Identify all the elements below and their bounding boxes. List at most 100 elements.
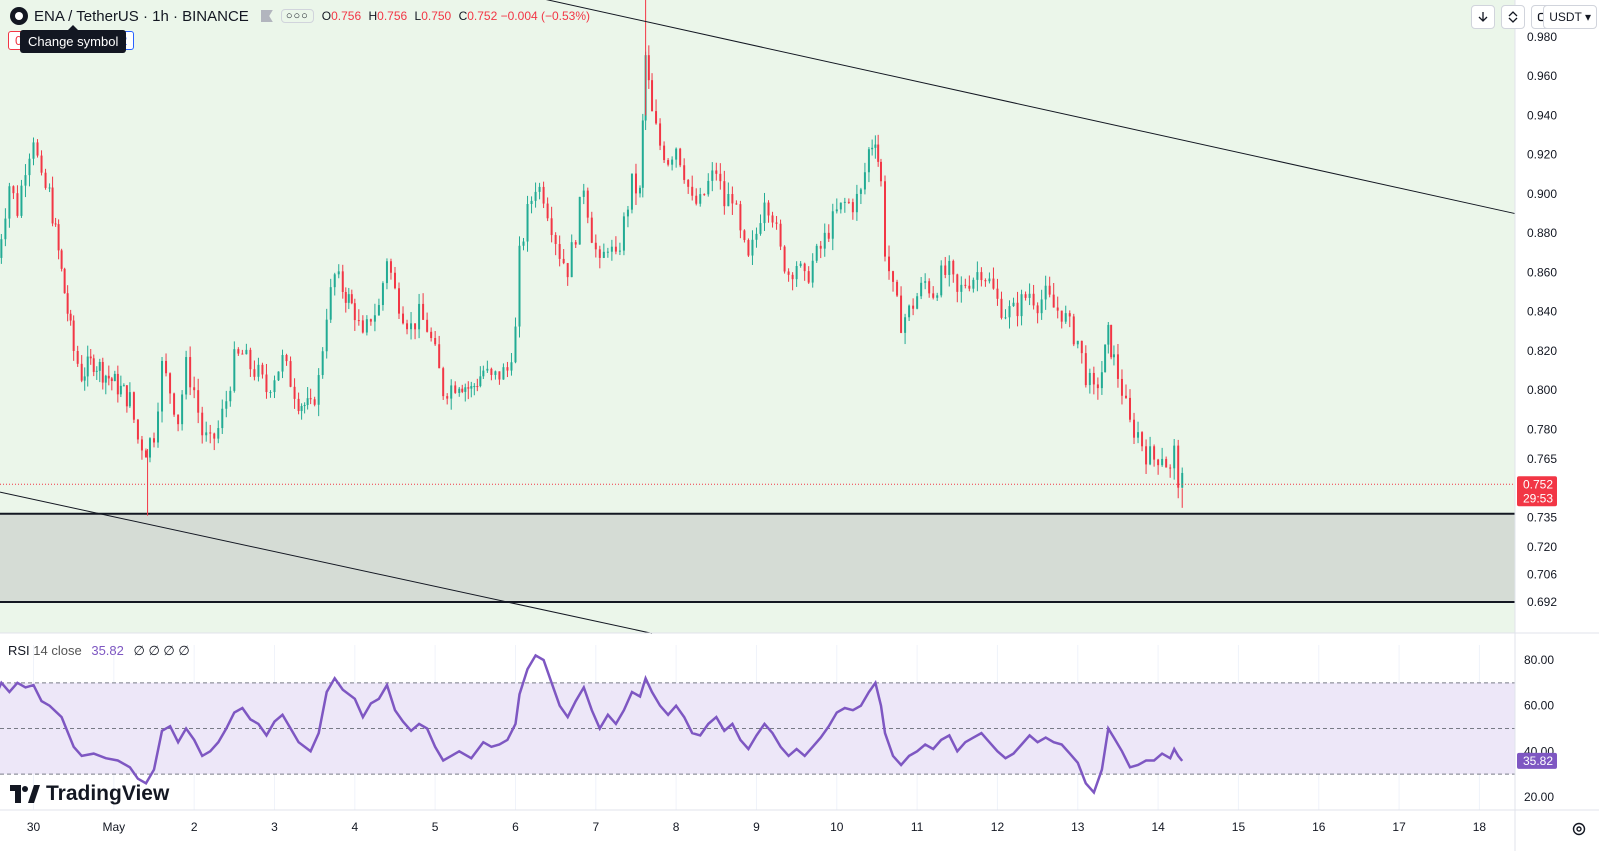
candle-body[interactable] xyxy=(193,387,196,391)
candle-body[interactable] xyxy=(57,224,60,251)
candle-body[interactable] xyxy=(1092,372,1095,385)
candle-body[interactable] xyxy=(177,414,180,425)
candle-body[interactable] xyxy=(32,142,35,159)
candle-body[interactable] xyxy=(181,394,184,425)
candle-body[interactable] xyxy=(815,245,818,261)
candle-body[interactable] xyxy=(157,411,160,443)
candle-body[interactable] xyxy=(755,233,758,240)
candle-body[interactable] xyxy=(534,191,537,201)
candle-body[interactable] xyxy=(101,361,104,383)
candle-body[interactable] xyxy=(426,319,429,332)
candle-body[interactable] xyxy=(675,148,678,160)
candle-body[interactable] xyxy=(458,388,461,393)
candle-body[interactable] xyxy=(618,250,621,252)
candle-body[interactable] xyxy=(201,412,204,436)
candle-body[interactable] xyxy=(586,190,589,218)
candle-body[interactable] xyxy=(795,265,798,280)
candle-body[interactable] xyxy=(261,364,264,375)
candle-body[interactable] xyxy=(727,194,730,207)
candle-body[interactable] xyxy=(791,274,794,280)
lower-trendline[interactable] xyxy=(0,491,653,634)
candle-body[interactable] xyxy=(1020,294,1023,317)
candle-body[interactable] xyxy=(402,313,405,324)
candle-body[interactable] xyxy=(783,246,786,272)
candle-body[interactable] xyxy=(306,398,309,406)
candle-body[interactable] xyxy=(630,173,633,210)
candle-body[interactable] xyxy=(36,142,39,156)
candle-body[interactable] xyxy=(479,376,482,387)
candle-body[interactable] xyxy=(948,260,951,275)
candle-body[interactable] xyxy=(984,280,987,282)
candle-body[interactable] xyxy=(570,242,573,278)
candle-body[interactable] xyxy=(988,278,991,282)
candle-body[interactable] xyxy=(1040,299,1043,314)
candle-body[interactable] xyxy=(476,386,479,388)
candle-body[interactable] xyxy=(667,160,670,165)
candle-body[interactable] xyxy=(498,371,501,380)
candle-body[interactable] xyxy=(430,331,433,339)
candle-body[interactable] xyxy=(554,235,557,245)
candle-body[interactable] xyxy=(980,272,983,281)
candle-body[interactable] xyxy=(659,123,662,146)
candle-body[interactable] xyxy=(843,201,846,203)
candle-body[interactable] xyxy=(1076,340,1079,345)
candle-body[interactable] xyxy=(936,295,939,298)
candle-body[interactable] xyxy=(655,111,658,124)
candle-body[interactable] xyxy=(992,278,995,289)
candle-body[interactable] xyxy=(353,303,356,321)
candle-body[interactable] xyxy=(1068,313,1071,317)
candle-body[interactable] xyxy=(510,362,513,371)
candle-body[interactable] xyxy=(245,349,248,355)
candle-body[interactable] xyxy=(461,388,464,392)
candle-body[interactable] xyxy=(1024,294,1027,298)
candle-body[interactable] xyxy=(859,189,862,194)
candle-body[interactable] xyxy=(189,357,192,388)
candle-body[interactable] xyxy=(968,285,971,289)
tradingview-logo[interactable]: TradingView xyxy=(10,782,169,806)
candle-body[interactable] xyxy=(1012,302,1015,307)
candle-body[interactable] xyxy=(920,282,923,297)
candle-body[interactable] xyxy=(1133,419,1136,438)
candle-body[interactable] xyxy=(687,179,690,187)
candle-body[interactable] xyxy=(152,438,155,443)
candle-body[interactable] xyxy=(233,349,236,391)
candle-body[interactable] xyxy=(803,263,806,272)
candle-body[interactable] xyxy=(72,320,75,351)
candle-body[interactable] xyxy=(867,149,870,173)
candle-body[interactable] xyxy=(518,245,521,327)
candle-body[interactable] xyxy=(883,181,886,257)
candle-body[interactable] xyxy=(1052,294,1055,308)
candle-body[interactable] xyxy=(24,175,27,186)
candle-body[interactable] xyxy=(344,291,347,303)
more-options-button[interactable]: ○○○ xyxy=(280,9,314,23)
candle-body[interactable] xyxy=(679,148,682,166)
candle-body[interactable] xyxy=(663,145,666,161)
candle-body[interactable] xyxy=(839,202,842,210)
candle-body[interactable] xyxy=(1141,432,1144,447)
candle-body[interactable] xyxy=(904,317,907,333)
candle-body[interactable] xyxy=(20,185,23,216)
candle-body[interactable] xyxy=(197,390,200,413)
candle-body[interactable] xyxy=(634,173,637,194)
candle-body[interactable] xyxy=(490,368,493,375)
candle-body[interactable] xyxy=(530,200,533,205)
candle-body[interactable] xyxy=(300,406,303,412)
candle-body[interactable] xyxy=(1080,340,1083,354)
candle-body[interactable] xyxy=(1124,395,1127,398)
candle-body[interactable] xyxy=(956,274,959,292)
candle-body[interactable] xyxy=(66,293,69,314)
candle-body[interactable] xyxy=(48,187,51,189)
candle-body[interactable] xyxy=(273,380,276,393)
candle-body[interactable] xyxy=(321,351,324,376)
candle-body[interactable] xyxy=(225,401,228,409)
candle-body[interactable] xyxy=(434,338,437,345)
candle-body[interactable] xyxy=(647,55,650,81)
rsi-name[interactable]: RSI xyxy=(8,643,30,658)
candle-body[interactable] xyxy=(1084,353,1087,386)
candle-body[interactable] xyxy=(54,223,57,225)
candle-body[interactable] xyxy=(707,180,710,195)
candle-body[interactable] xyxy=(743,230,746,240)
candle-body[interactable] xyxy=(406,323,409,330)
candle-body[interactable] xyxy=(165,360,168,374)
candle-body[interactable] xyxy=(249,349,252,370)
